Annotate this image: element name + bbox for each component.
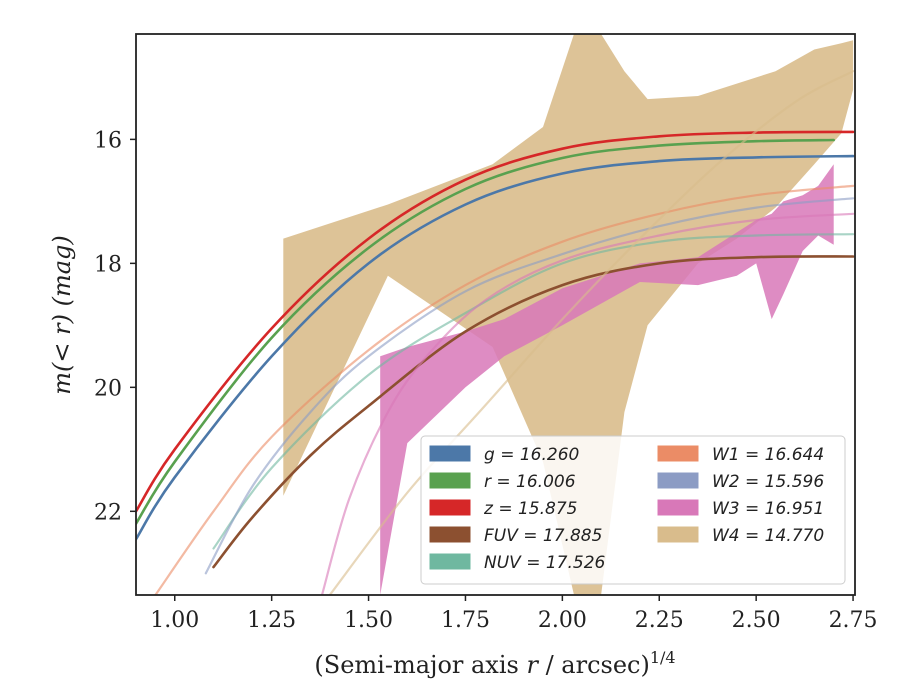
x-tick-label: 2.00 — [538, 608, 587, 633]
y-axis-label: m(< r) (mag) — [48, 235, 76, 394]
growth-curves — [136, 70, 855, 595]
x-tick-label: 2.25 — [635, 608, 684, 633]
legend-swatch — [429, 526, 471, 543]
y-tick-label: 18 — [94, 252, 122, 277]
curve-W3 — [320, 212, 855, 595]
band-W3 — [380, 164, 834, 595]
curve-NUV — [212, 233, 855, 550]
x-tick-label: 1.50 — [344, 608, 393, 633]
x-axis-label: (Semi-major axis r / arcsec)1/4 — [314, 648, 675, 679]
confidence-bands — [283, 34, 854, 595]
x-tick-label: 1.00 — [150, 608, 199, 633]
legend-label: r = 16.006 — [484, 472, 576, 492]
x-tick-label: 2.50 — [732, 608, 781, 633]
legend-swatch — [429, 499, 471, 516]
legend-label: g = 16.260 — [484, 445, 579, 465]
curve-g — [136, 154, 855, 541]
legend-label: NUV = 17.526 — [484, 553, 606, 573]
x-tick-label: 1.75 — [441, 608, 490, 633]
legend-label: W3 = 16.951 — [712, 499, 824, 519]
legend-box — [420, 435, 846, 585]
x-axis-label-sup: 1/4 — [650, 648, 676, 667]
legend: g = 16.260 r = 16.006 z = 15.875 FUV = 17.8… — [420, 435, 846, 585]
legend-swatch — [429, 472, 471, 489]
curve-r — [136, 138, 835, 525]
x-tick-label: 2.75 — [829, 608, 878, 633]
legend-label: W2 = 15.596 — [712, 472, 824, 492]
legend-label: z = 15.875 — [483, 499, 577, 519]
x-tick-label: 1.25 — [247, 608, 296, 633]
curve-W2 — [204, 197, 855, 575]
legend-swatch — [657, 499, 699, 516]
legend-swatch — [657, 445, 699, 462]
y-axis: 16 18 20 22 — [94, 128, 136, 525]
legend-label: W4 = 14.770 — [712, 526, 824, 546]
legend-swatch — [429, 445, 471, 462]
y-tick-label: 20 — [94, 376, 122, 401]
x-axis-label-main: (Semi-major axis — [314, 651, 526, 679]
legend-label: W1 = 16.644 — [712, 445, 824, 465]
y-tick-label: 22 — [94, 500, 122, 525]
curve-W4 — [328, 70, 855, 595]
y-tick-label: 16 — [94, 128, 122, 153]
x-axis-label-var: r — [526, 651, 539, 679]
legend-swatch — [429, 553, 471, 570]
legend-label: FUV = 17.885 — [484, 526, 602, 546]
curve-FUV — [212, 255, 855, 569]
curve-W1 — [154, 184, 855, 595]
legend-swatch — [657, 472, 699, 489]
plot-frame — [135, 33, 856, 596]
curve-z — [136, 130, 855, 513]
x-axis: 1.00 1.25 1.50 1.75 2.00 2.25 2.50 2.75 — [150, 595, 878, 633]
x-axis-label-tail: / arcsec) — [538, 651, 650, 679]
legend-swatch — [657, 526, 699, 543]
